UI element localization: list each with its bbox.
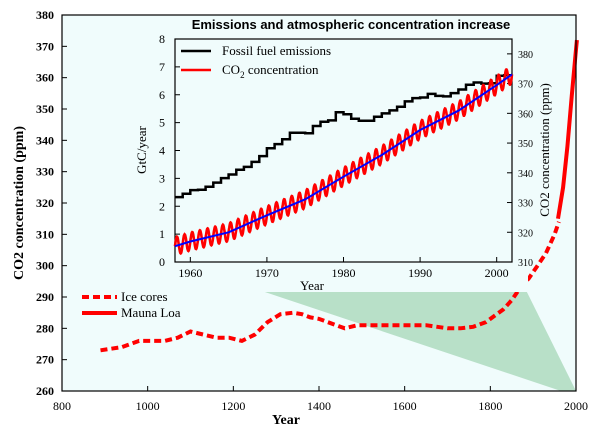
main-x-tick-label: 1800 [478,399,502,413]
main-x-tick-label: 1400 [307,399,331,413]
main-y-tick-label: 340 [36,133,54,147]
inset-x-tick-label: 1960 [178,266,202,280]
inset-y-axis-right-label: CO2 concentration (ppm) [537,83,552,217]
inset-x-axis-label: Year [300,278,325,293]
inset-x-tick-label: 1990 [408,266,432,280]
main-y-tick-label: 320 [36,196,54,210]
main-y-tick-label: 310 [36,227,54,241]
ice-cores-line [100,221,561,353]
legend-mauna-loa-label: Mauna Loa [121,305,181,320]
inset-y-tick-label: 5 [159,116,165,130]
main-y-tick-label: 370 [36,39,54,53]
inset-y-tick-label: 7 [159,60,165,74]
inset-y-right-tick-label: 350 [518,139,533,150]
main-y-tick-label: 260 [36,384,54,398]
inset-y-tick-label: 6 [159,88,165,102]
inset-y-right-tick-label: 340 [518,169,533,180]
legend-fossil-fuel-label: Fossil fuel emissions [222,43,331,58]
inset-y-right-tick-label: 330 [518,199,533,210]
main-y-tick-label: 360 [36,71,54,85]
inset-y-right-tick-label: 320 [518,228,533,239]
inset-background [128,38,528,292]
main-x-axis-label: Year [272,413,300,428]
inset-y-tick-label: 1 [159,227,165,241]
legend-co2-label: CO2 concentration [222,62,319,80]
chart-title: Emissions and atmospheric concentration … [192,17,511,32]
plot-frame [61,14,577,392]
inset-y-tick-label: 0 [159,255,165,269]
inset-axes: 1960 1970 1980 1990 2000 0 1 2 3 4 5 6 7 8 310 320 330 34… [159,32,533,280]
main-x-tick-label: 1200 [221,399,245,413]
inset-y-tick-label: 3 [159,171,165,185]
inset-y-tick-label: 2 [159,199,165,213]
inset-x-tick-label: 2000 [485,266,509,280]
inset-x-tick-label: 1980 [332,266,356,280]
inset-y-right-tick-label: 380 [518,50,533,61]
main-y-tick-label: 300 [36,259,54,273]
inset-y-tick-label: 4 [159,144,165,158]
main-y-axis-label: CO2 concentration (ppm) [12,126,27,280]
fossil-fuel-emissions-line [175,73,512,199]
main-y-tick-label: 330 [36,165,54,179]
main-y-tick-label: 290 [36,290,54,304]
main-axes: 800 1000 1200 1400 1600 1800 20002602702802903… [36,8,588,413]
main-x-tick-label: 2000 [564,399,588,413]
inset-y-right-tick-label: 360 [518,109,533,120]
legend-ice-cores-label: Ice cores [121,289,168,304]
main-x-tick-label: 1000 [136,399,160,413]
main-y-tick-label: 280 [36,321,54,335]
inset-y-tick-label: 8 [159,32,165,46]
main-y-tick-label: 350 [36,102,54,116]
inset-x-tick-label: 1970 [255,266,279,280]
main-x-tick-label: 1600 [393,399,417,413]
main-y-tick-label: 270 [36,353,54,367]
inset-y-right-tick-label: 310 [518,258,533,269]
main-x-tick-label: 800 [53,399,71,413]
main-y-tick-label: 380 [36,8,54,22]
co2-trend-line [174,73,513,248]
inset-y-axis-label: GtC/year [134,126,149,174]
inset-y-right-tick-label: 370 [518,80,533,91]
